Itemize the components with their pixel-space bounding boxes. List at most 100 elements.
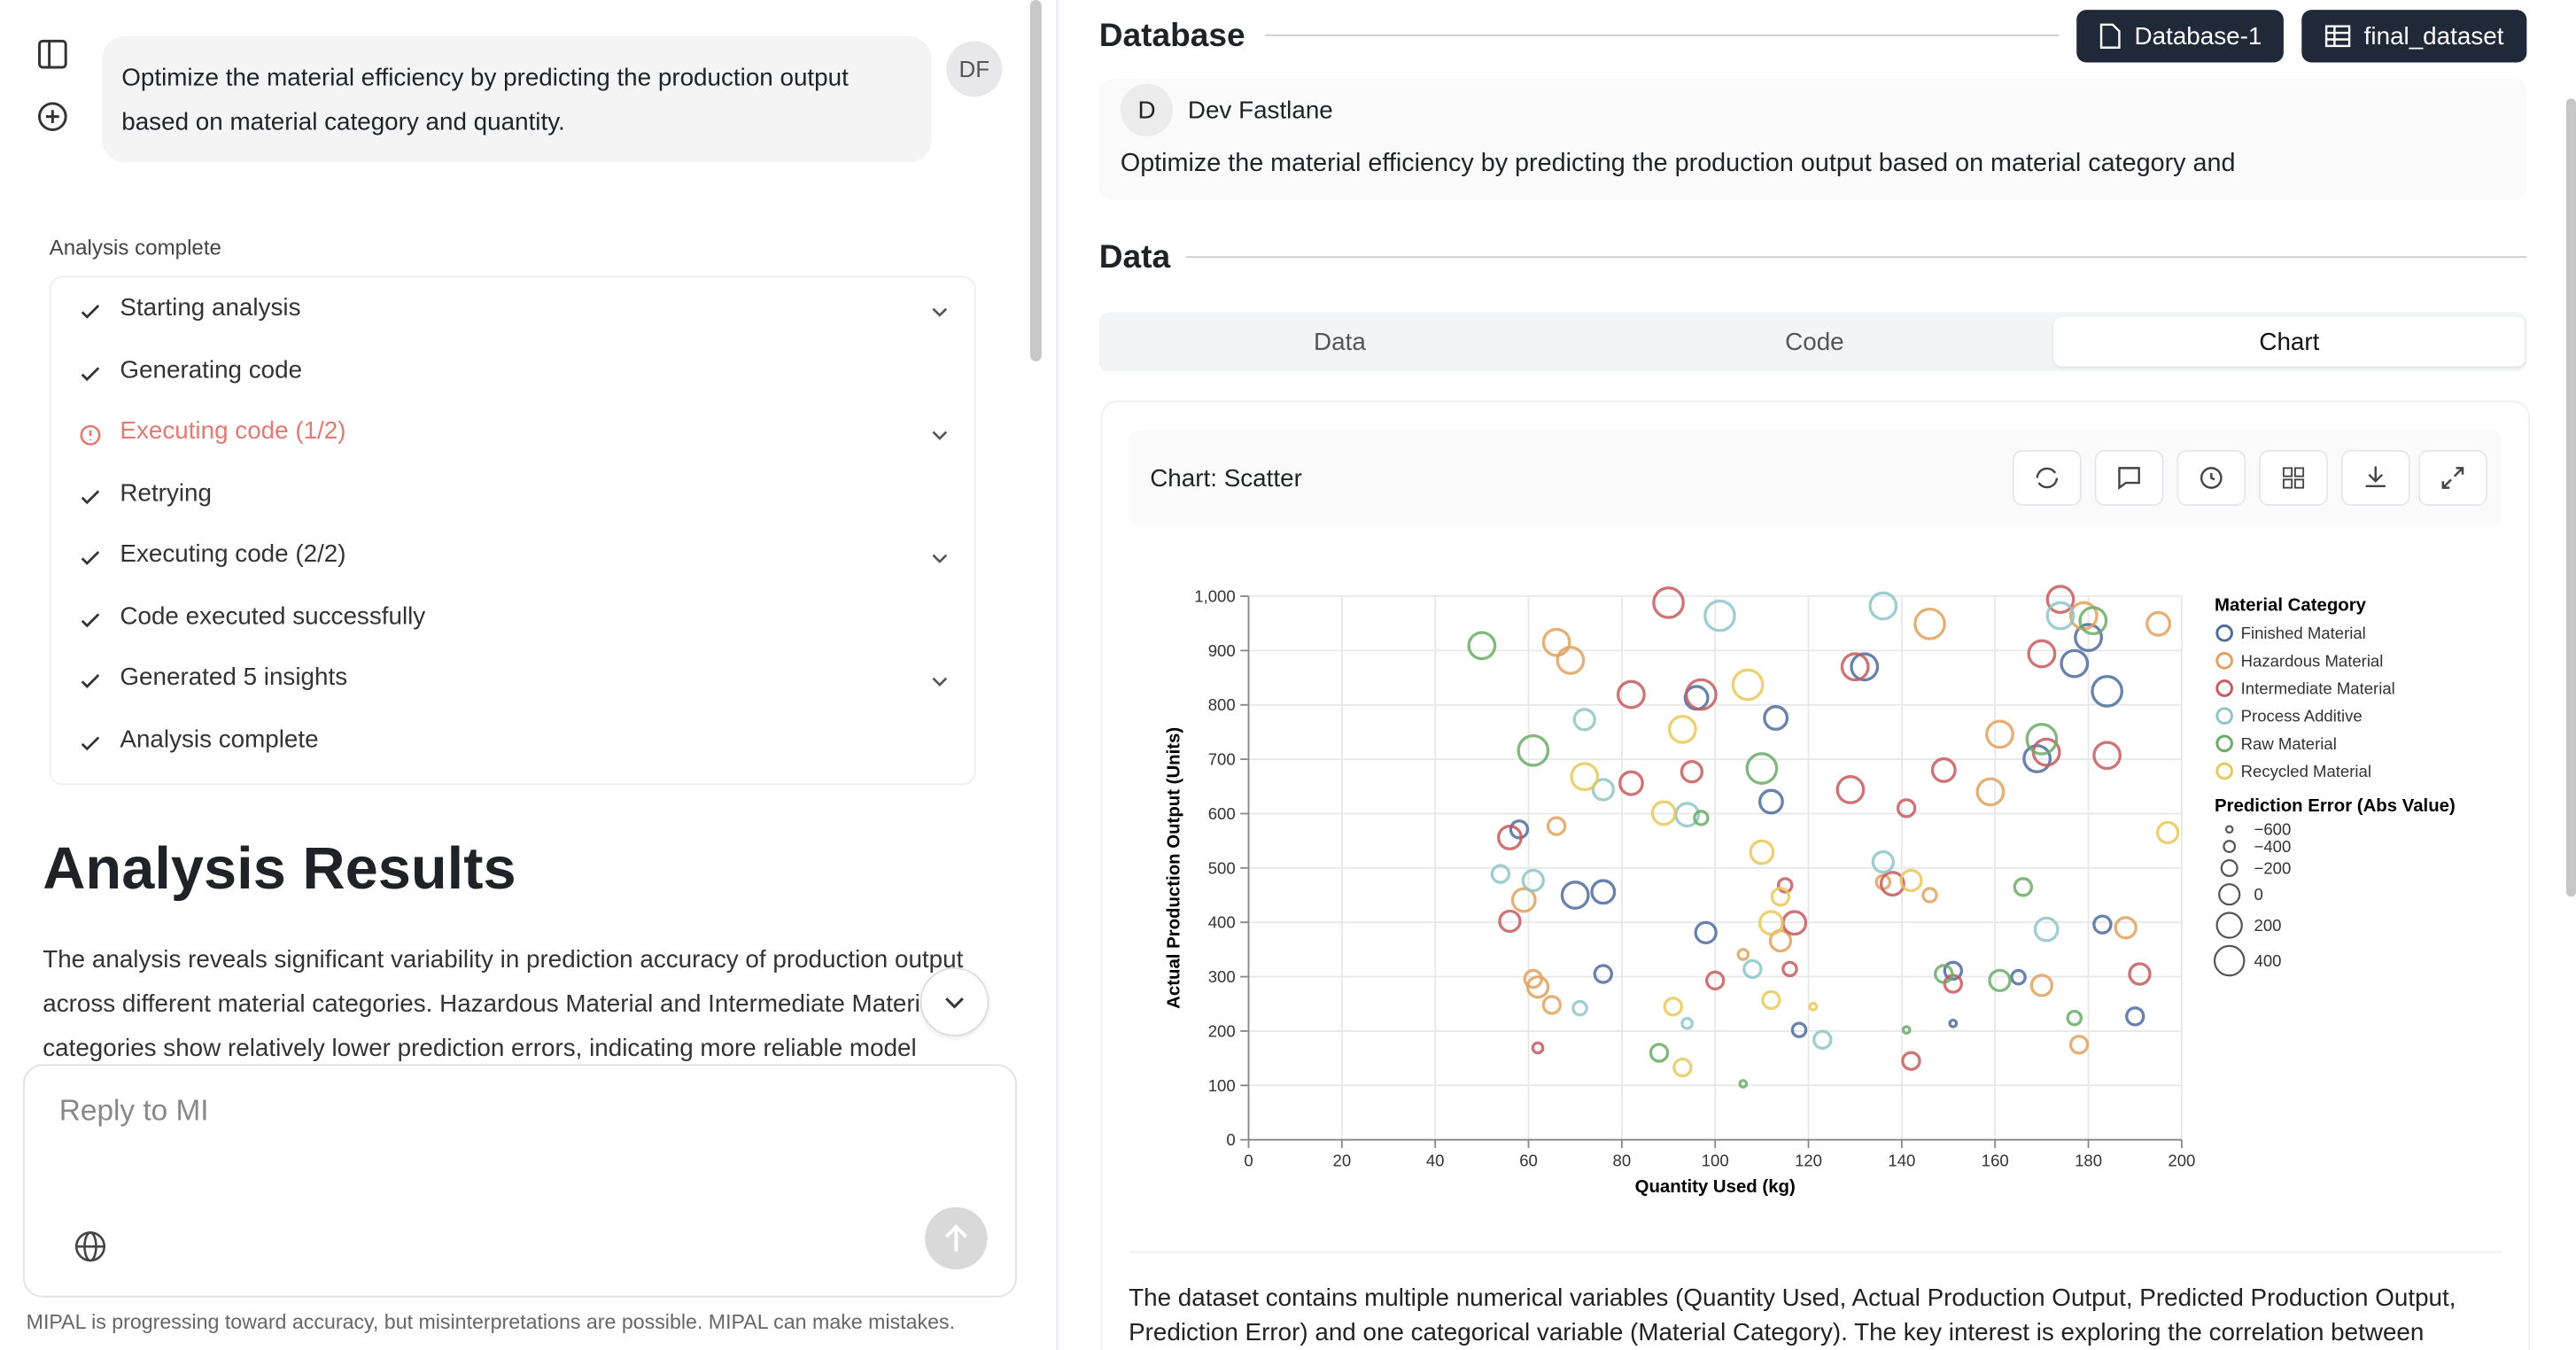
data-title: Data xyxy=(1098,239,1171,276)
tab[interactable]: Data xyxy=(1104,317,1575,367)
chevron[interactable] xyxy=(928,547,951,570)
scroll-down-button[interactable] xyxy=(919,967,989,1036)
database-title: Database xyxy=(1098,18,1245,55)
scatter-point xyxy=(1731,668,1765,702)
scatter-point xyxy=(1618,770,1644,796)
x-tick-label: 80 xyxy=(1613,1151,1632,1169)
size-legend-label: 0 xyxy=(2254,885,2263,904)
x-tick-label: 200 xyxy=(2168,1151,2195,1169)
scatter-point xyxy=(1770,887,1791,907)
globe-icon[interactable] xyxy=(74,1230,106,1263)
scatter-point xyxy=(1616,679,1646,710)
icon-part xyxy=(81,489,100,504)
button-label: final_dataset xyxy=(2363,22,2504,50)
scatter-point xyxy=(1685,678,1718,711)
send-button[interactable] xyxy=(925,1206,988,1270)
chat-pane: Optimize the material efficiency by pred… xyxy=(0,0,1059,1350)
legend-label: Recycled Material xyxy=(2241,762,2371,780)
tab[interactable]: Chart xyxy=(2053,316,2526,367)
scatter-point xyxy=(2114,916,2138,940)
scatter-point xyxy=(1572,708,1596,732)
fullscreen-button[interactable] xyxy=(2417,449,2487,507)
y-tick-label: 700 xyxy=(1208,750,1236,769)
scatter-point xyxy=(1498,909,1522,934)
scatter-point xyxy=(1808,1001,1819,1012)
scatter-point xyxy=(1650,800,1677,826)
chart-header-title: Chart: Scatter xyxy=(1150,464,1302,493)
check-icon xyxy=(81,304,100,319)
scatter-point xyxy=(1757,910,1784,936)
legend-swatch xyxy=(2215,679,2233,697)
y-tick-label: 800 xyxy=(1208,695,1236,714)
icon-part xyxy=(932,431,948,440)
results-title: Analysis Results xyxy=(43,834,516,902)
check-icon xyxy=(81,674,100,688)
icon-part xyxy=(81,304,100,319)
y-tick-label: 400 xyxy=(1208,913,1236,932)
y-tick-label: 900 xyxy=(1208,641,1236,660)
size-legend-label: −600 xyxy=(2254,820,2292,839)
scatter-point xyxy=(1663,997,1684,1017)
scatter-point xyxy=(2025,723,2059,756)
scatter-point xyxy=(1896,798,1917,819)
chevron[interactable] xyxy=(928,423,951,446)
scatter-point xyxy=(1835,775,1866,804)
x-tick-label: 0 xyxy=(1244,1151,1253,1169)
x-tick-label: 140 xyxy=(1888,1151,1915,1169)
icon-part xyxy=(80,424,101,446)
scatter-point xyxy=(1571,999,1588,1017)
scatter-point xyxy=(1745,752,1779,785)
download-button[interactable] xyxy=(2340,449,2410,507)
scatter-point xyxy=(1560,881,1590,910)
comment-button[interactable] xyxy=(2094,449,2164,507)
status-label: Analysis complete xyxy=(49,235,221,260)
chevron[interactable] xyxy=(928,670,951,693)
scatter-point xyxy=(1593,964,1614,984)
size-legend-circle xyxy=(2220,859,2238,878)
scatter-point xyxy=(2068,1035,2090,1055)
size-legend-title: Prediction Error (Abs Value) xyxy=(2215,796,2456,816)
size-legend-circle xyxy=(2223,840,2237,853)
reply-box[interactable]: Reply to MI xyxy=(22,1064,1017,1298)
results-text: The analysis reveals significant variabi… xyxy=(43,945,964,1063)
step-label: Retrying xyxy=(120,478,212,507)
scatter-point xyxy=(1736,948,1750,961)
tab-label: Code xyxy=(1785,327,1844,356)
chart-card: Chart: Scatter The dataset contains mult… xyxy=(1100,400,2531,1350)
history-button[interactable] xyxy=(2176,449,2246,507)
scatter-point xyxy=(1517,733,1550,767)
user-name: Dev Fastlane xyxy=(1187,97,1333,125)
avatar: DF xyxy=(946,41,1003,97)
refresh-button[interactable] xyxy=(2012,449,2082,507)
scatter-point xyxy=(1694,920,1718,945)
scatter-point xyxy=(1812,1029,1833,1050)
icon-part xyxy=(932,677,948,687)
scatter-point xyxy=(2060,648,2090,679)
y-axis-title: Actual Production Output (Units) xyxy=(1165,727,1184,1009)
scatter-point xyxy=(1509,819,1530,840)
dataset-button[interactable]: final_dataset xyxy=(2301,10,2527,63)
legend-swatch xyxy=(2215,652,2233,670)
scatter-point xyxy=(2074,623,2103,653)
tab-label: Data xyxy=(1314,327,1366,356)
scatter-point xyxy=(2045,601,2076,631)
layout-button[interactable] xyxy=(2259,449,2328,507)
scatter-point xyxy=(1781,960,1798,978)
scatter-point xyxy=(2013,877,2034,897)
x-tick-label: 20 xyxy=(1333,1151,1352,1169)
scatter-point xyxy=(1948,1018,1959,1028)
scatter-point xyxy=(1742,958,1763,980)
tab[interactable]: Code xyxy=(1579,317,2050,367)
x-tick-label: 60 xyxy=(1519,1151,1538,1169)
scatter-point xyxy=(1913,607,1946,640)
y-tick-label: 600 xyxy=(1208,804,1236,823)
database-button[interactable]: Database-1 xyxy=(2076,10,2284,63)
chevron[interactable] xyxy=(928,300,951,323)
check-icon xyxy=(81,366,100,381)
scatter-point xyxy=(1704,970,1726,991)
x-tick-label: 40 xyxy=(1426,1151,1445,1169)
scatter-point xyxy=(1525,975,1550,999)
legend-label: Finished Material xyxy=(2241,624,2366,642)
size-legend-label: −200 xyxy=(2254,859,2292,878)
